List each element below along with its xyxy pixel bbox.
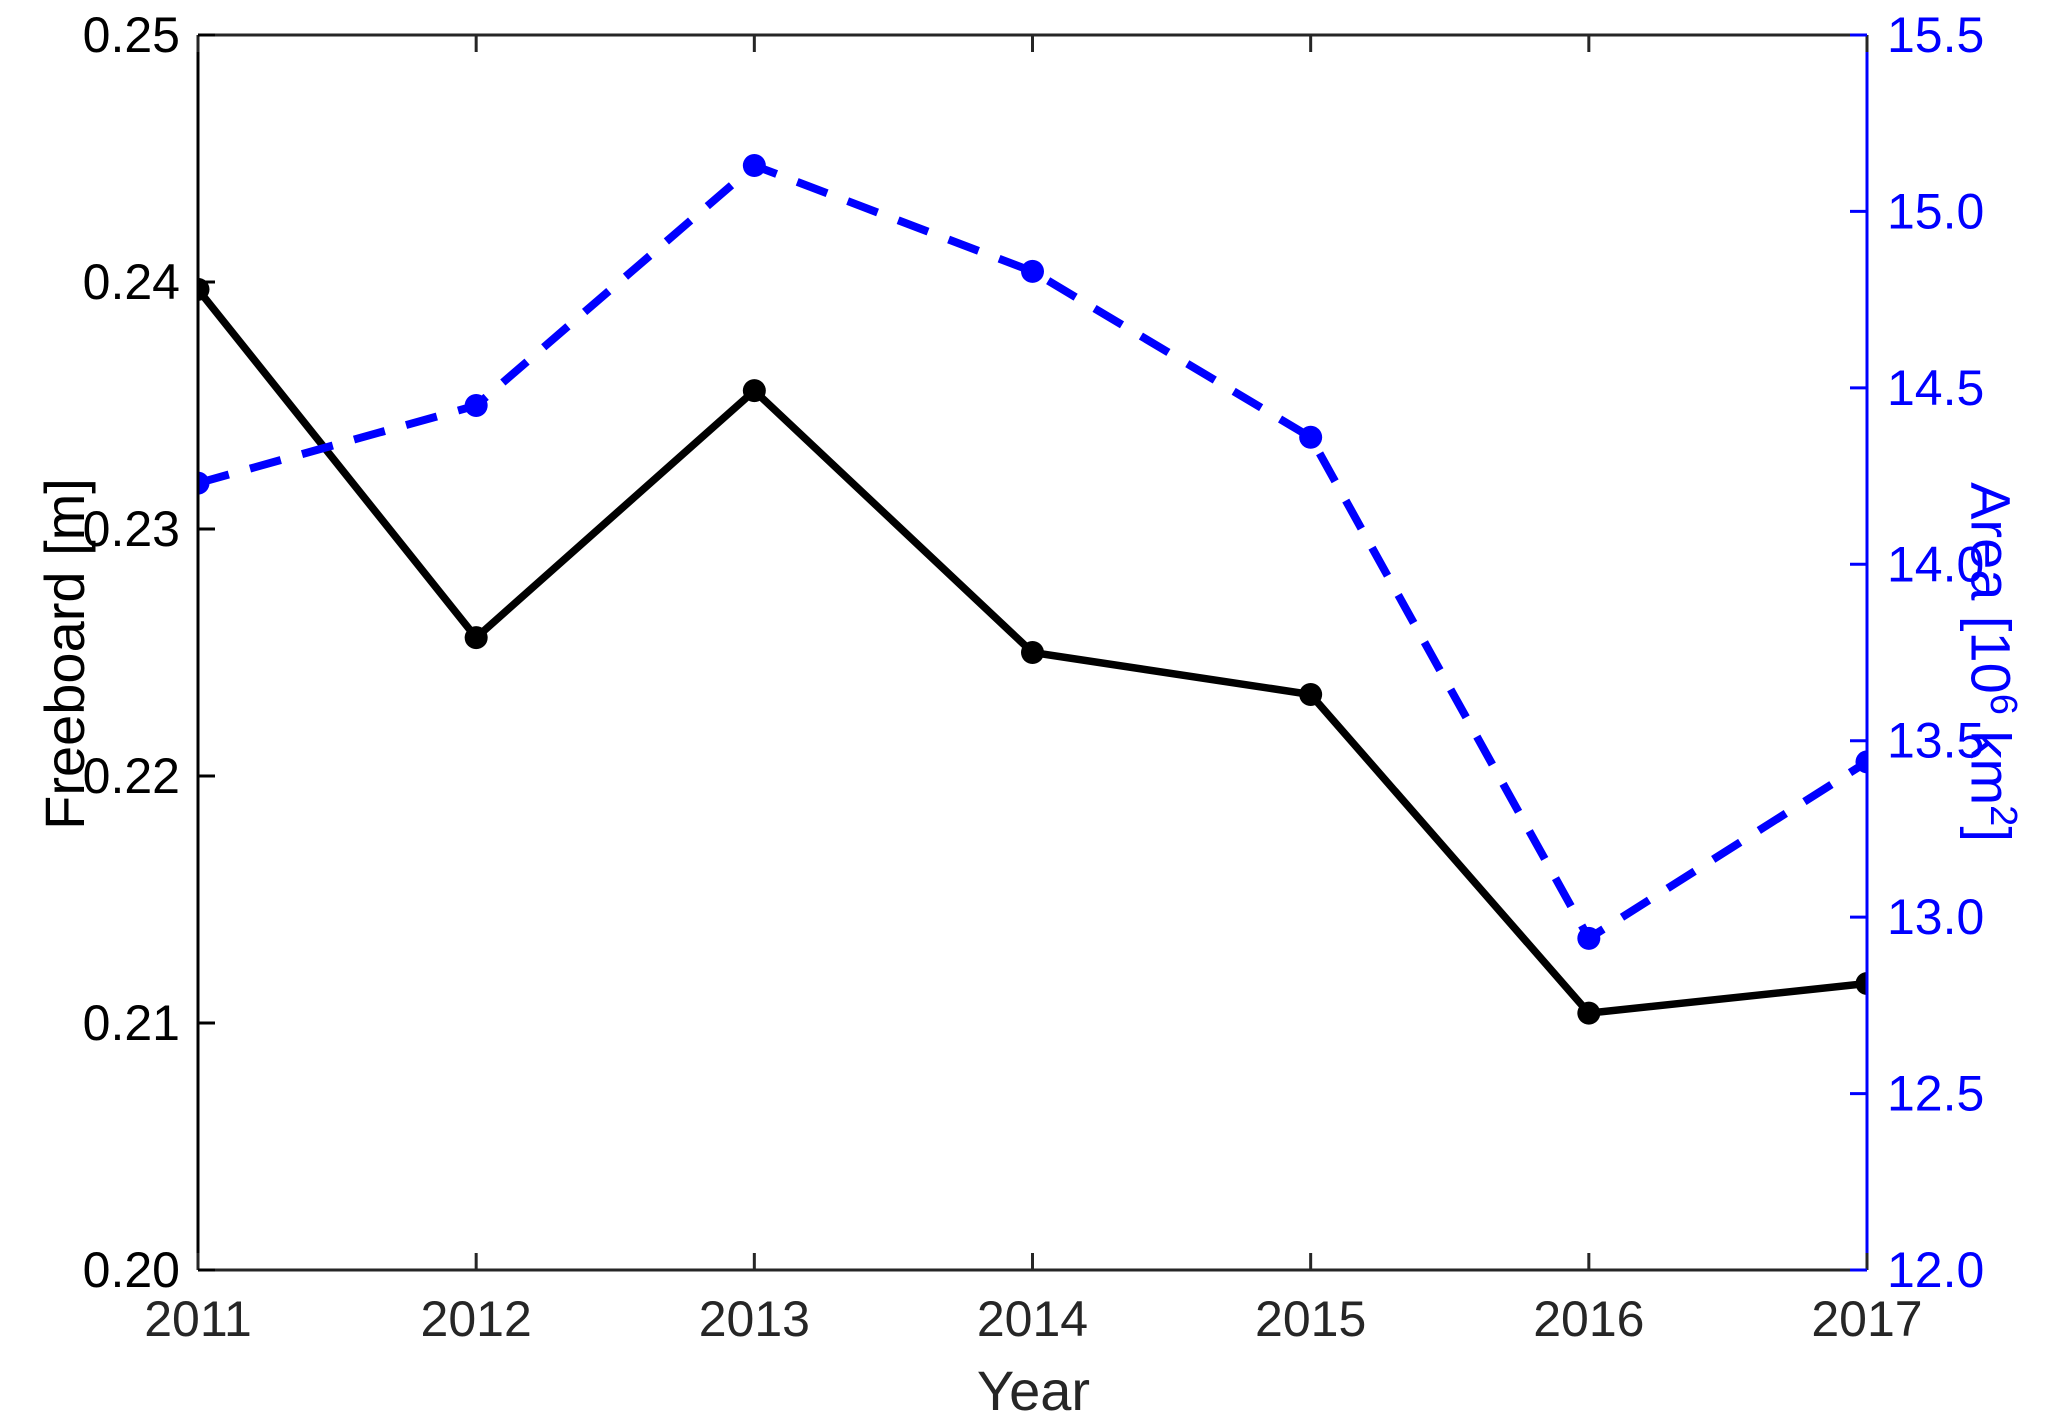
data-point-area-2017 bbox=[1855, 750, 1867, 774]
left-tick-label: 0.21 bbox=[83, 995, 180, 1051]
right-tick-label: 12.5 bbox=[1887, 1066, 1984, 1122]
right-axis-title-text-3: ] bbox=[1959, 826, 2023, 842]
x-tick-label: 2011 bbox=[144, 1291, 252, 1347]
right-axis-title: Area [106 km2] bbox=[1959, 262, 2033, 1062]
data-point-freeboard-2012 bbox=[464, 626, 488, 650]
x-tick-label: 2017 bbox=[1811, 1291, 1922, 1347]
right-tick-label: 14.5 bbox=[1887, 360, 1984, 416]
left-tick-label: 0.20 bbox=[83, 1242, 180, 1298]
data-point-area-2012 bbox=[464, 394, 488, 417]
data-point-freeboard-2017 bbox=[1855, 971, 1867, 995]
left-axis-title: Freeboard [m] bbox=[33, 304, 96, 1004]
right-tick-label: 13.0 bbox=[1887, 889, 1984, 945]
data-point-area-2011 bbox=[198, 471, 210, 495]
data-point-freeboard-2013 bbox=[742, 379, 766, 403]
data-point-freeboard-2014 bbox=[1021, 641, 1044, 664]
right-tick-label: 12.0 bbox=[1887, 1242, 1984, 1298]
x-tick-label: 2015 bbox=[1255, 1291, 1366, 1347]
right-axis-title-sup-6: 6 bbox=[1982, 693, 2024, 715]
data-point-area-2014 bbox=[1021, 259, 1044, 283]
right-tick-label: 14.0 bbox=[1887, 536, 1984, 592]
x-tick-label: 2016 bbox=[1533, 1291, 1644, 1347]
left-axis-title-text: Freeboard [m] bbox=[33, 478, 96, 830]
right-tick-label: 13.5 bbox=[1887, 713, 1984, 769]
right-axis-title-sup-2: 2 bbox=[1982, 805, 2024, 827]
data-point-area-2015 bbox=[1299, 425, 1323, 449]
data-point-area-2013 bbox=[742, 154, 766, 178]
right-axis-title-text-2: km bbox=[1959, 714, 2023, 806]
data-point-freeboard-2015 bbox=[1299, 682, 1323, 706]
axes: 2011 2012 2013 2014 2015 2016 2017 0.25 0.24 0.23… bbox=[83, 7, 1985, 1347]
left-tick-label: 0.25 bbox=[83, 7, 180, 63]
data-point-freeboard-2016 bbox=[1577, 1001, 1601, 1025]
left-tick-label: 0.23 bbox=[83, 501, 180, 557]
right-axis-title-text-1: Area [10 bbox=[1959, 482, 2023, 694]
data-point-area-2016 bbox=[1577, 926, 1601, 950]
x-axis-title: Year bbox=[976, 1359, 1091, 1422]
x-tick-label: 2013 bbox=[699, 1291, 810, 1347]
right-tick-label: 15.0 bbox=[1887, 183, 1984, 239]
right-tick-label: 15.5 bbox=[1887, 7, 1984, 63]
left-tick-label: 0.24 bbox=[83, 254, 180, 310]
x-tick-label: 2014 bbox=[977, 1291, 1088, 1347]
left-tick-label: 0.22 bbox=[83, 748, 180, 804]
data-point-freeboard-2011 bbox=[198, 277, 210, 301]
x-tick-label: 2012 bbox=[421, 1291, 532, 1347]
plot-data bbox=[198, 154, 1867, 1025]
